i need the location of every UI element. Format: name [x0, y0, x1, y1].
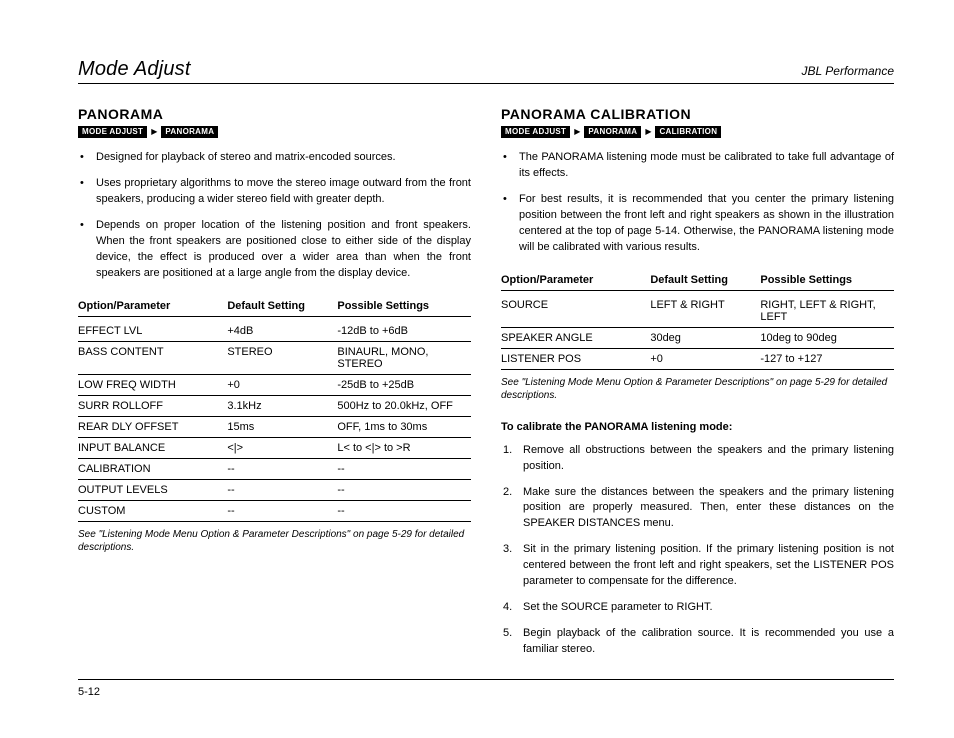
table-cell: --: [337, 505, 471, 517]
table-cell: OUTPUT LEVELS: [78, 484, 227, 496]
table-cell: REAR DLY OFFSET: [78, 421, 227, 433]
table-cell: +4dB: [227, 325, 337, 337]
chevron-right-icon: ▶: [645, 128, 651, 136]
table-footnote: See "Listening Mode Menu Option & Parame…: [501, 376, 894, 403]
table-cell: SOURCE: [501, 299, 650, 323]
table-cell: --: [227, 463, 337, 475]
table-cell: SPEAKER ANGLE: [501, 332, 650, 344]
breadcrumb-item: PANORAMA: [161, 126, 218, 138]
table-cell: 15ms: [227, 421, 337, 433]
page-number: 5-12: [78, 686, 100, 698]
table-footnote: See "Listening Mode Menu Option & Parame…: [78, 528, 471, 555]
list-item: Designed for playback of stereo and matr…: [78, 150, 471, 166]
bullet-list-right: The PANORAMA listening mode must be cali…: [501, 150, 894, 256]
table-cell: +0: [227, 379, 337, 391]
calibration-steps: Remove all obstructions between the spea…: [501, 443, 894, 658]
breadcrumb-item: MODE ADJUST: [501, 126, 570, 138]
table-header: Option/Parameter Default Setting Possibl…: [501, 274, 894, 291]
left-column: PANORAMA MODE ADJUST ▶ PANORAMA Designed f…: [78, 106, 471, 668]
table-body: EFFECT LVL+4dB-12dB to +6dBBASS CONTENTS…: [78, 321, 471, 522]
breadcrumb-item: MODE ADJUST: [78, 126, 147, 138]
table-cell: 500Hz to 20.0kHz, OFF: [337, 400, 471, 412]
table-row: SPEAKER ANGLE30deg10deg to 90deg: [501, 328, 894, 349]
table-cell: RIGHT, LEFT & RIGHT, LEFT: [760, 299, 894, 323]
table-row: INPUT BALANCE<|>L< to <|> to >R: [78, 438, 471, 459]
content-columns: PANORAMA MODE ADJUST ▶ PANORAMA Designed f…: [78, 106, 894, 668]
list-item: Begin playback of the calibration source…: [501, 626, 894, 658]
list-item: Depends on proper location of the listen…: [78, 218, 471, 282]
table-cell: CUSTOM: [78, 505, 227, 517]
right-column: PANORAMA CALIBRATION MODE ADJUST ▶ PANORAM…: [501, 106, 894, 668]
table-cell: +0: [650, 353, 760, 365]
list-item: Set the SOURCE parameter to RIGHT.: [501, 600, 894, 616]
header-bar: Mode Adjust JBL Performance: [78, 58, 894, 84]
table-cell: STEREO: [227, 346, 337, 370]
table-cell: <|>: [227, 442, 337, 454]
list-item: Make sure the distances between the spea…: [501, 485, 894, 533]
col-header: Option/Parameter: [78, 300, 227, 312]
table-row: CALIBRATION----: [78, 459, 471, 480]
table-row: OUTPUT LEVELS----: [78, 480, 471, 501]
breadcrumb-item: CALIBRATION: [655, 126, 721, 138]
table-cell: OFF, 1ms to 30ms: [337, 421, 471, 433]
calibration-steps-heading: To calibrate the PANORAMA listening mode…: [501, 421, 894, 433]
bullet-list-left: Designed for playback of stereo and matr…: [78, 150, 471, 282]
list-item: The PANORAMA listening mode must be cali…: [501, 150, 894, 182]
table-cell: -12dB to +6dB: [337, 325, 471, 337]
doc-id: JBL Performance: [802, 64, 895, 78]
table-cell: 30deg: [650, 332, 760, 344]
table-row: SURR ROLLOFF3.1kHz500Hz to 20.0kHz, OFF: [78, 396, 471, 417]
table-cell: LEFT & RIGHT: [650, 299, 760, 323]
table-cell: BASS CONTENT: [78, 346, 227, 370]
table-row: LOW FREQ WIDTH+0-25dB to +25dB: [78, 375, 471, 396]
list-item: For best results, it is recommended that…: [501, 192, 894, 256]
col-header: Default Setting: [227, 300, 337, 312]
list-item: Remove all obstructions between the spea…: [501, 443, 894, 475]
col-header: Possible Settings: [337, 300, 471, 312]
table-row: LISTENER POS+0-127 to +127: [501, 349, 894, 370]
breadcrumb-left: MODE ADJUST ▶ PANORAMA: [78, 126, 471, 138]
table-cell: -127 to +127: [760, 353, 894, 365]
table-cell: LISTENER POS: [501, 353, 650, 365]
table-row: REAR DLY OFFSET15msOFF, 1ms to 30ms: [78, 417, 471, 438]
table-cell: CALIBRATION: [78, 463, 227, 475]
list-item: Sit in the primary listening position. I…: [501, 542, 894, 590]
table-cell: --: [337, 484, 471, 496]
table-cell: 10deg to 90deg: [760, 332, 894, 344]
col-header: Possible Settings: [760, 274, 894, 286]
section-title-panorama: PANORAMA: [78, 106, 471, 122]
table-row: CUSTOM----: [78, 501, 471, 522]
chevron-right-icon: ▶: [574, 128, 580, 136]
table-panorama: Option/Parameter Default Setting Possibl…: [78, 300, 471, 522]
table-cell: --: [227, 484, 337, 496]
breadcrumb-item: PANORAMA: [584, 126, 641, 138]
table-cell: LOW FREQ WIDTH: [78, 379, 227, 391]
table-cell: 3.1kHz: [227, 400, 337, 412]
table-header: Option/Parameter Default Setting Possibl…: [78, 300, 471, 317]
table-cell: EFFECT LVL: [78, 325, 227, 337]
table-cell: L< to <|> to >R: [337, 442, 471, 454]
table-cell: --: [337, 463, 471, 475]
list-item: Uses proprietary algorithms to move the …: [78, 176, 471, 208]
table-cell: -25dB to +25dB: [337, 379, 471, 391]
table-row: SOURCELEFT & RIGHTRIGHT, LEFT & RIGHT, L…: [501, 295, 894, 328]
chevron-right-icon: ▶: [151, 128, 157, 136]
table-cell: BINAURL, MONO, STEREO: [337, 346, 471, 370]
table-calibration: Option/Parameter Default Setting Possibl…: [501, 274, 894, 370]
table-row: BASS CONTENTSTEREOBINAURL, MONO, STEREO: [78, 342, 471, 375]
table-row: EFFECT LVL+4dB-12dB to +6dB: [78, 321, 471, 342]
table-cell: INPUT BALANCE: [78, 442, 227, 454]
table-cell: SURR ROLLOFF: [78, 400, 227, 412]
col-header: Default Setting: [650, 274, 760, 286]
table-body: SOURCELEFT & RIGHTRIGHT, LEFT & RIGHT, L…: [501, 295, 894, 370]
breadcrumb-right: MODE ADJUST ▶ PANORAMA ▶ CALIBRATION: [501, 126, 894, 138]
col-header: Option/Parameter: [501, 274, 650, 286]
section-title-calibration: PANORAMA CALIBRATION: [501, 106, 894, 122]
chapter-title: Mode Adjust: [78, 58, 191, 81]
table-cell: --: [227, 505, 337, 517]
page-footer: 5-12: [78, 679, 894, 698]
